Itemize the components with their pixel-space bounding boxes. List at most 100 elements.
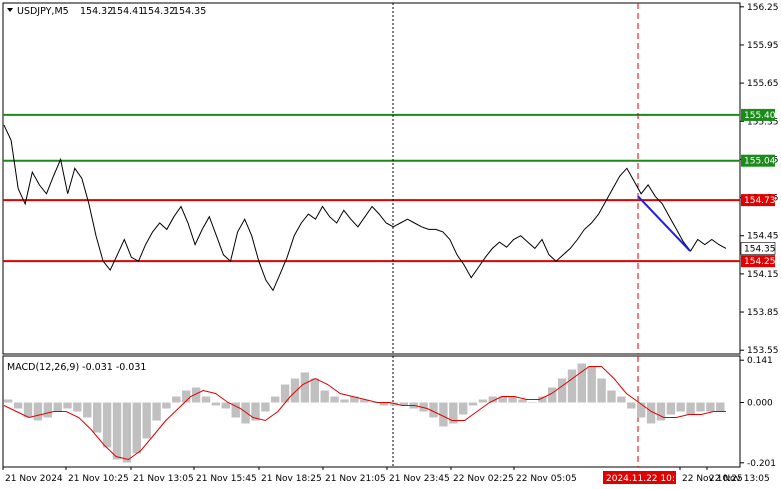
macd-histogram-bar	[419, 402, 428, 412]
macd-histogram-bar	[340, 399, 349, 403]
time-tick-label: 21 Nov 13:05	[133, 474, 194, 484]
level-lines	[3, 113, 740, 263]
close-value: 154.35	[173, 6, 206, 17]
price-line	[3, 124, 727, 292]
macd-panel-border	[2, 355, 741, 468]
chart-header: USDJPY,M5 154.32 154.41 154.32 154.35	[7, 6, 206, 17]
macd-title: MACD(12,26,9) -0.031 -0.031	[7, 362, 146, 373]
macd-histogram-bar	[13, 402, 23, 409]
macd-histogram-bar	[399, 402, 408, 406]
low-value: 154.32	[142, 6, 175, 17]
macd-histogram-bar	[350, 396, 359, 403]
macd-histogram-bar	[538, 396, 547, 403]
macd-histogram-bar	[627, 402, 636, 409]
macd-histogram-bar	[528, 402, 537, 403]
macd-histogram-bar	[122, 402, 132, 463]
vertical-markers	[392, 3, 639, 354]
time-tick-label: 22 Nov 13:05	[709, 474, 770, 484]
macd-histogram-bar	[577, 363, 586, 403]
macd-histogram-bar	[557, 378, 567, 403]
macd-signal-path	[3, 366, 726, 461]
symbol-label: USDJPY,M5	[17, 6, 69, 17]
macd-histogram-bar	[63, 402, 72, 409]
macd-histogram-bar	[637, 402, 646, 418]
level-price-box	[741, 194, 775, 207]
level-price-box	[741, 108, 775, 121]
level-price-label: 155.04	[744, 157, 776, 167]
macd-histogram-bar	[33, 402, 43, 421]
time-tick-label: 21 Nov 10:25	[68, 474, 129, 484]
macd-histogram-bar	[53, 402, 62, 412]
macd-histogram-bar	[449, 402, 458, 424]
macd-histogram-bar	[656, 402, 666, 421]
macd-histogram-bar	[112, 402, 122, 460]
macd-histogram-bar	[241, 402, 250, 424]
high-value: 154.41	[111, 6, 144, 17]
macd-histogram-bar	[271, 396, 280, 403]
time-tick-label: 21 Nov 23:45	[389, 474, 450, 484]
macd-histogram-bar	[231, 402, 240, 418]
macd-histogram-bar	[716, 402, 725, 412]
macd-histogram-bar	[646, 402, 656, 424]
current-price-box	[740, 242, 776, 255]
macd-panel[interactable]: 0.141 0.000 -0.201 MACD(12,26,9) -0.031 -0…	[2, 355, 776, 469]
price-panel-border	[2, 2, 741, 355]
macd-histogram-bar	[439, 402, 448, 427]
macd-axis: 0.141 0.000 -0.201	[740, 356, 776, 469]
macd-histogram-bar	[251, 402, 260, 421]
macd-signal-line	[3, 366, 726, 461]
macd-histogram-bar	[83, 402, 92, 418]
macd-histogram-bar	[459, 402, 468, 415]
macd-histogram-bar	[666, 402, 676, 415]
macd-histogram-bar	[261, 402, 270, 412]
macd-histogram-bar	[211, 402, 221, 406]
collapse-triangle-icon[interactable]	[7, 8, 13, 12]
current-price-label: 154.35	[744, 244, 776, 254]
macd-histogram-bar	[280, 384, 290, 403]
price-tick-label: 155.65	[747, 79, 779, 89]
time-tick-label: 22 Nov 10:25	[682, 474, 743, 484]
price-panel[interactable]: 156.25155.95155.65155.35155.05154.75154.…	[2, 2, 779, 356]
macd-histogram-bar	[221, 402, 230, 409]
macd-histogram	[4, 363, 725, 463]
price-tick-label: 155.95	[747, 41, 779, 51]
macd-histogram-bar	[567, 369, 577, 403]
level-price-box	[741, 255, 775, 268]
price-tick-label: 156.25	[747, 3, 779, 13]
time-tick-label: 22 Nov 02:25	[453, 474, 514, 484]
macd-histogram-bar	[468, 402, 478, 406]
macd-histogram-bar	[429, 402, 438, 418]
macd-tick-label: -0.201	[747, 459, 776, 469]
macd-tick-label: 0.000	[747, 399, 773, 409]
macd-histogram-bar	[498, 396, 507, 403]
macd-histogram-bar	[23, 402, 33, 418]
macd-histogram-bar	[706, 402, 715, 412]
macd-histogram-bar	[172, 396, 181, 403]
macd-histogram-bar	[201, 396, 211, 403]
macd-histogram-bar	[617, 396, 626, 403]
price-tick-label: 154.15	[747, 270, 779, 280]
level-price-label: 154.25	[744, 257, 776, 267]
macd-histogram-bar	[478, 399, 488, 403]
macd-histogram-bar	[696, 402, 705, 412]
macd-histogram-bar	[676, 402, 685, 412]
macd-histogram-bar	[686, 402, 695, 415]
price-tick-label: 153.85	[747, 308, 779, 318]
time-tick-label: 21 Nov 21:05	[325, 474, 386, 484]
time-tick-label: 21 Nov 2024	[5, 474, 63, 484]
trendline[interactable]	[637, 195, 691, 252]
macd-histogram-bar	[290, 378, 300, 403]
macd-histogram-bar	[389, 402, 399, 406]
macd-histogram-bar	[43, 402, 52, 418]
trendline-segment[interactable]	[637, 195, 691, 252]
time-tick-label: 21 Nov 15:45	[196, 474, 257, 484]
macd-histogram-bar	[518, 399, 527, 403]
macd-histogram-bar	[587, 366, 596, 403]
macd-histogram-bar	[369, 402, 379, 403]
macd-histogram-bar	[320, 390, 329, 403]
macd-histogram-bar	[360, 399, 369, 403]
macd-histogram-bar	[508, 396, 517, 403]
macd-histogram-bar	[73, 402, 82, 412]
macd-histogram-bar	[182, 390, 191, 403]
